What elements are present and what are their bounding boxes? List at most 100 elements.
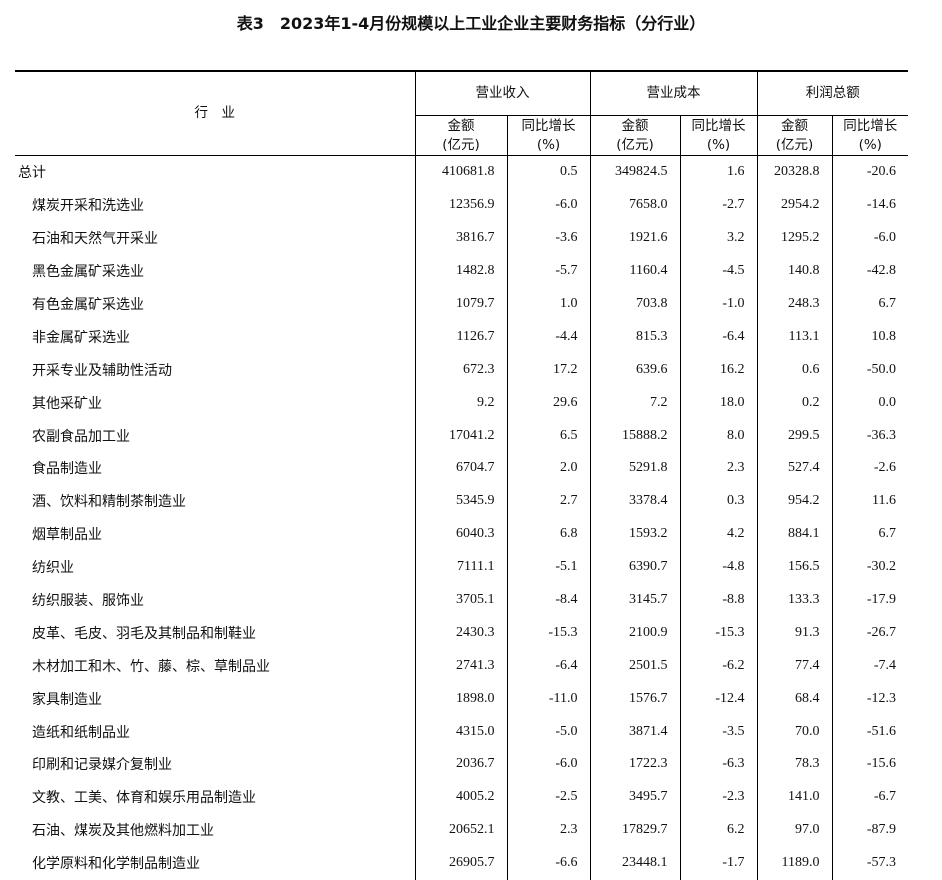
header-growth: 同比增长 (%) <box>506 115 590 156</box>
table-row: 纺织业 7111.1 -5.1 6390.7 -4.8 156.5 -30.2 <box>15 550 908 584</box>
profit-growth: -15.6 <box>831 748 908 781</box>
cost-growth: -1.0 <box>679 287 757 321</box>
industry-name: 化学原料和化学制品制造业 <box>32 856 200 873</box>
cost-amount: 6390.7 <box>589 550 680 584</box>
cost-growth: -15.3 <box>679 616 757 650</box>
header-amount-label: 金额 <box>621 117 649 134</box>
industry-name: 石油、煤炭及其他燃料加工业 <box>32 823 214 840</box>
header-growth: 同比增长 (%) <box>831 115 908 156</box>
table-row: 印刷和记录媒介复制业 2036.7 -6.0 1722.3 -6.3 78.3 -15.6 <box>15 748 908 781</box>
header-growth-unit: (%) <box>706 136 731 153</box>
cost-growth: 0.3 <box>679 484 757 518</box>
cost-growth: -2.7 <box>679 188 757 222</box>
revenue-amount: 2036.7 <box>414 748 507 781</box>
industry-name: 非金属矿采选业 <box>32 329 130 346</box>
revenue-growth: 17.2 <box>506 353 590 387</box>
industry-name: 酒、饮料和精制茶制造业 <box>32 494 186 511</box>
profit-growth: -57.3 <box>831 846 908 880</box>
profit-amount: 97.0 <box>756 813 832 847</box>
header-amount-label: 金额 <box>781 117 808 134</box>
industry-name: 木材加工和木、竹、藤、棕、草制品业 <box>32 658 270 675</box>
revenue-amount: 1898.0 <box>414 682 507 716</box>
industry-name: 煤炭开采和洗选业 <box>32 198 144 215</box>
profit-amount: 133.3 <box>756 583 832 617</box>
profit-amount: 954.2 <box>756 484 832 518</box>
revenue-growth: -3.6 <box>506 221 590 255</box>
revenue-amount: 2741.3 <box>414 649 507 683</box>
table-row: 非金属矿采选业 1126.7 -4.4 815.3 -6.4 113.1 10.8 <box>15 320 908 354</box>
header-growth: 同比增长 (%) <box>679 115 757 156</box>
cost-amount: 639.6 <box>589 353 680 387</box>
table-row: 煤炭开采和洗选业 12356.9 -6.0 7658.0 -2.7 2954.2 -14.6 <box>15 188 908 222</box>
header-amount: 金额 (亿元) <box>414 115 507 156</box>
cost-amount: 3871.4 <box>589 715 680 749</box>
profit-growth: 6.7 <box>831 517 908 551</box>
cost-amount: 815.3 <box>589 320 680 354</box>
cost-growth: -4.8 <box>679 550 757 584</box>
table-row: 开采专业及辅助性活动 672.3 17.2 639.6 16.2 0.6 -50.0 <box>15 353 908 387</box>
cost-growth: -3.5 <box>679 715 757 749</box>
cost-amount: 349824.5 <box>589 155 680 189</box>
revenue-amount: 4315.0 <box>414 715 507 749</box>
industry-name: 造纸和纸制品业 <box>32 724 130 741</box>
profit-amount: 527.4 <box>756 452 832 485</box>
header-amount-label: 金额 <box>447 117 475 134</box>
revenue-amount: 410681.8 <box>414 155 507 189</box>
profit-growth: -17.9 <box>831 583 908 617</box>
cost-growth: -6.2 <box>679 649 757 683</box>
industry-name: 印刷和记录媒介复制业 <box>32 757 172 774</box>
table-title: 表3 2023年1-4月份规模以上工业企业主要财务指标（分行业） <box>236 14 706 33</box>
cost-growth: -8.8 <box>679 583 757 617</box>
header-cost: 营业成本 <box>589 70 757 116</box>
revenue-amount: 26905.7 <box>414 846 507 880</box>
profit-growth: 10.8 <box>831 320 908 354</box>
revenue-amount: 3816.7 <box>414 221 507 255</box>
cost-growth: 1.6 <box>679 155 757 189</box>
cost-amount: 1921.6 <box>589 221 680 255</box>
revenue-growth: -5.7 <box>506 254 590 288</box>
revenue-growth: 29.6 <box>506 386 590 420</box>
table-row: 造纸和纸制品业 4315.0 -5.0 3871.4 -3.5 70.0 -51.6 <box>15 715 908 749</box>
profit-amount: 2954.2 <box>756 188 832 222</box>
cost-amount: 3378.4 <box>589 484 680 518</box>
industry-name: 总计 <box>18 165 46 182</box>
table-row: 烟草制品业 6040.3 6.8 1593.2 4.2 884.1 6.7 <box>15 517 908 551</box>
industry-name: 纺织服装、服饰业 <box>32 593 144 610</box>
header-profit: 利润总额 <box>756 70 908 116</box>
cost-amount: 7658.0 <box>589 188 680 222</box>
profit-amount: 68.4 <box>756 682 832 716</box>
table-row: 文教、工美、体育和娱乐用品制造业 4005.2 -2.5 3495.7 -2.3 141.… <box>15 780 908 814</box>
industry-name: 纺织业 <box>32 560 74 577</box>
revenue-growth: 2.7 <box>506 484 590 518</box>
revenue-amount: 2430.3 <box>414 616 507 650</box>
cost-amount: 703.8 <box>589 287 680 321</box>
profit-growth: 0.0 <box>831 386 908 420</box>
profit-amount: 91.3 <box>756 616 832 650</box>
header-amount-unit: (亿元) <box>616 136 654 153</box>
revenue-growth: -6.6 <box>506 846 590 880</box>
profit-growth: -14.6 <box>831 188 908 222</box>
profit-growth: -7.4 <box>831 649 908 683</box>
profit-amount: 299.5 <box>756 419 832 453</box>
table-row: 黑色金属矿采选业 1482.8 -5.7 1160.4 -4.5 140.8 -42.8 <box>15 254 908 288</box>
cost-growth: -6.3 <box>679 748 757 781</box>
profit-amount: 0.6 <box>756 353 832 387</box>
table-row: 化学原料和化学制品制造业 26905.7 -6.6 23448.1 -1.7 1189.0… <box>15 846 908 880</box>
profit-amount: 113.1 <box>756 320 832 354</box>
revenue-amount: 12356.9 <box>414 188 507 222</box>
cost-amount: 1593.2 <box>589 517 680 551</box>
profit-amount: 884.1 <box>756 517 832 551</box>
profit-amount: 248.3 <box>756 287 832 321</box>
revenue-amount: 6040.3 <box>414 517 507 551</box>
header-growth-label: 同比增长 <box>691 117 746 134</box>
profit-growth: 6.7 <box>831 287 908 321</box>
revenue-growth: -6.4 <box>506 649 590 683</box>
cost-growth: 18.0 <box>679 386 757 420</box>
table-row: 其他采矿业 9.2 29.6 7.2 18.0 0.2 0.0 <box>15 386 908 420</box>
table-row: 家具制造业 1898.0 -11.0 1576.7 -12.4 68.4 -12.3 <box>15 682 908 716</box>
industry-name: 有色金属矿采选业 <box>32 297 144 313</box>
revenue-growth: -8.4 <box>506 583 590 617</box>
profit-growth: -2.6 <box>831 452 908 485</box>
table-row: 食品制造业 6704.7 2.0 5291.8 2.3 527.4 -2.6 <box>15 452 908 485</box>
header-amount: 金额 (亿元) <box>589 115 680 156</box>
